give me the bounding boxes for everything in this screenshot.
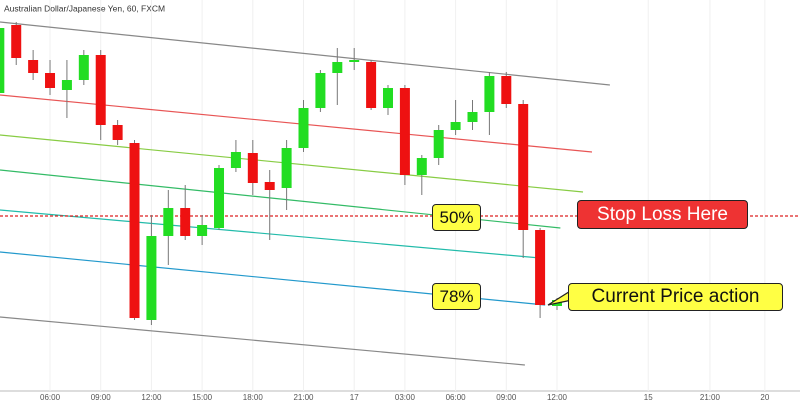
trend-line (0, 21, 610, 86)
candle-body (501, 76, 512, 104)
candle-body (78, 55, 89, 80)
candle-body (45, 73, 56, 88)
candle-body (281, 148, 292, 188)
x-tick-label: 15 (644, 393, 653, 402)
candle-body (518, 104, 529, 230)
x-tick-label: 06:00 (40, 393, 61, 402)
trend-line (0, 316, 525, 366)
x-tick-label: 20 (760, 393, 769, 402)
candle-body (180, 208, 191, 236)
candle-body (535, 230, 546, 305)
candle-body (383, 88, 394, 108)
x-tick-label: 15:00 (192, 393, 213, 402)
candle-body (399, 88, 410, 175)
x-tick-label: 12:00 (141, 393, 162, 402)
stop-loss-label: Stop Loss Here (577, 200, 748, 229)
candle-body (315, 73, 326, 108)
candle-body (433, 130, 444, 158)
candle-body (230, 152, 241, 168)
price-action-label: Current Price action (568, 283, 783, 311)
candle-body (28, 60, 39, 73)
candle-body (450, 122, 461, 130)
candle-body (163, 208, 174, 236)
candle-body (298, 108, 309, 148)
candle-body (0, 28, 5, 93)
candle-body (467, 112, 478, 122)
chart-title: Australian Dollar/Japanese Yen, 60, FXCM (4, 3, 165, 13)
candle-body (197, 225, 208, 236)
candle-body (349, 60, 360, 62)
fib-50-label: 50% (432, 204, 481, 231)
candle-body (484, 76, 495, 112)
candle-body (264, 182, 275, 190)
x-tick-label: 12:00 (547, 393, 568, 402)
candle-body (146, 236, 157, 320)
candle-body (214, 168, 225, 228)
x-tick-label: 17 (350, 393, 359, 402)
candle-body (416, 158, 427, 175)
fib-78-label: 78% (432, 283, 481, 310)
x-tick-label: 09:00 (496, 393, 517, 402)
x-tick-label: 18:00 (243, 393, 264, 402)
candle-body (247, 153, 258, 183)
candle-body (129, 143, 140, 318)
candle-body (95, 55, 106, 125)
x-tick-label: 03:00 (395, 393, 416, 402)
x-tick-label: 06:00 (446, 393, 467, 402)
candle-body (332, 62, 343, 73)
candle-body (61, 80, 72, 90)
candle-body (366, 62, 377, 108)
x-tick-label: 21:00 (700, 393, 721, 402)
x-tick-label: 21:00 (293, 393, 314, 402)
candle-body (11, 25, 22, 58)
x-tick-label: 09:00 (91, 393, 112, 402)
candle-body (112, 125, 123, 140)
